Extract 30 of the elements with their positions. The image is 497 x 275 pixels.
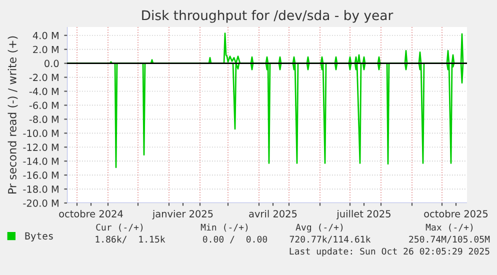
y-tick-label: 4.0 M — [32, 32, 58, 40]
text: Max (-/+) — [426, 224, 473, 232]
x-tick-label: octobre 2024 — [59, 210, 123, 218]
text: 250.74M/105.05M — [409, 236, 490, 244]
y-tick-label: -6.0 M — [29, 102, 58, 110]
y-tick-label: 2.0 M — [33, 46, 58, 54]
y-tick-label: -8.0 M — [29, 116, 58, 124]
y-tick-label: -20.0 M — [23, 199, 58, 207]
x-tick-label: octobre 2025 — [424, 210, 488, 218]
chart-title: Disk throughput for /dev/sda - by year — [142, 10, 394, 23]
text: Last update: Sun Oct 26 02:05:29 2025 — [290, 248, 490, 256]
y-tick-label: -2.0 M — [29, 74, 58, 82]
y-tick-label: 0.0 — [44, 60, 59, 68]
text: 720.77k/114.61k — [290, 236, 371, 244]
x-tick-label: juillet 2025 — [336, 210, 390, 220]
y-tick-label: -10.0 M — [23, 130, 58, 137]
legend-label: Bytes — [25, 232, 53, 242]
y-tick-label: -14.0 M — [23, 158, 58, 165]
text: Min (-/+) — [200, 224, 248, 232]
x-tick-label: avril 2025 — [249, 210, 297, 218]
text: 1.86k/ 1.15k — [96, 236, 166, 244]
y-axis-title: Pr second read (-) / write (+) — [8, 36, 18, 194]
y-tick-label: -4.0 M — [29, 88, 58, 96]
text: 0.00 / 0.00 — [202, 236, 268, 244]
text: Avg (-/+) — [296, 224, 343, 232]
x-tick-label: janvier 2025 — [152, 210, 213, 220]
y-tick-label: -16.0 M — [23, 172, 58, 179]
y-tick-label: -12.0 M — [23, 144, 58, 151]
y-tick-label: -18.0 M — [23, 186, 58, 193]
text: Cur (-/+) — [96, 224, 143, 232]
